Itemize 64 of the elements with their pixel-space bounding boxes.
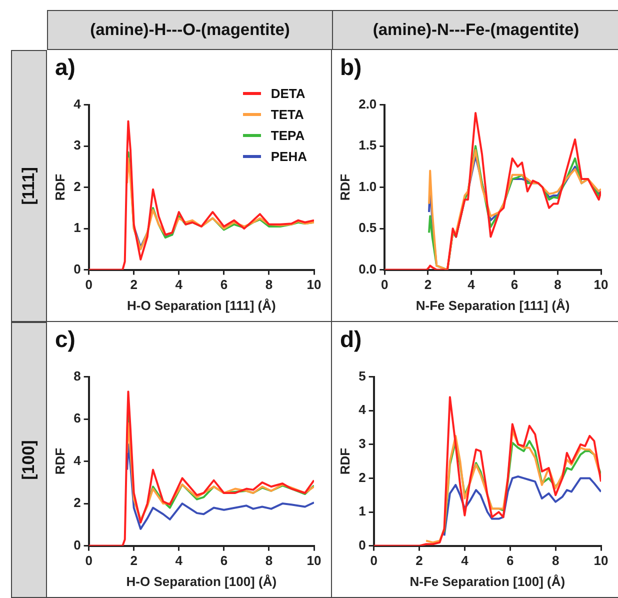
y-tick-label: 2 bbox=[74, 495, 81, 510]
x-tick-label: 10 bbox=[594, 553, 608, 568]
y-tick-label: 1.5 bbox=[358, 138, 377, 153]
y-tick-label: 3 bbox=[74, 138, 81, 153]
x-tick-label: 8 bbox=[554, 277, 562, 292]
y-tick-label: 0 bbox=[74, 537, 81, 552]
x-tick-label: 4 bbox=[175, 277, 184, 292]
y-axis-title: RDF bbox=[337, 174, 352, 201]
x-tick-label: 6 bbox=[510, 277, 518, 292]
y-tick-label: 5 bbox=[358, 368, 366, 384]
y-tick-label: 1 bbox=[74, 220, 81, 236]
y-tick-label: 4 bbox=[358, 402, 367, 418]
chart-title: a) bbox=[55, 54, 76, 81]
x-tick-label: 4 bbox=[175, 553, 184, 568]
y-tick-label: 4 bbox=[74, 452, 82, 468]
x-axis-title: H-O Separation [111] (Å) bbox=[127, 298, 276, 313]
y-tick-label: 2.0 bbox=[358, 96, 377, 112]
x-tick-label: 0 bbox=[85, 277, 92, 292]
x-tick-label: 2 bbox=[130, 277, 138, 292]
chart-title: d) bbox=[340, 326, 362, 353]
y-tick-label: 0.5 bbox=[358, 220, 377, 236]
x-tick-label: 8 bbox=[265, 553, 273, 568]
x-tick-label: 6 bbox=[220, 553, 228, 568]
y-axis-title: RDF bbox=[52, 174, 68, 201]
x-tick-label: 8 bbox=[265, 277, 273, 292]
x-tick-label: 4 bbox=[468, 277, 476, 292]
x-tick-label: 0 bbox=[85, 553, 92, 568]
x-tick-label: 6 bbox=[220, 277, 228, 292]
text: [100] bbox=[19, 440, 39, 480]
legend-label: TETA bbox=[270, 107, 304, 122]
y-tick-label: 1.0 bbox=[358, 178, 377, 194]
y-axis-title: RDF bbox=[337, 448, 352, 475]
x-tick-label: 0 bbox=[381, 277, 388, 292]
y-tick-label: 4 bbox=[74, 96, 82, 112]
legend-label: PEHA bbox=[270, 149, 307, 164]
text: (amine)-H---O-(magentite) bbox=[90, 20, 290, 40]
y-tick-label: 6 bbox=[74, 410, 81, 426]
y-tick-label: 0 bbox=[358, 537, 366, 552]
x-axis-title: N-Fe Separation [111] (Å) bbox=[416, 298, 570, 313]
y-tick-label: 2 bbox=[74, 178, 81, 194]
x-axis-title: H-O Separation [100] (Å) bbox=[126, 574, 277, 589]
x-tick-label: 10 bbox=[306, 553, 322, 568]
x-tick-label: 4 bbox=[461, 553, 470, 568]
y-axis-title: RDF bbox=[52, 448, 68, 475]
y-tick-label: 2 bbox=[358, 470, 366, 485]
text: [111] bbox=[19, 167, 39, 205]
text: (amine)-N---Fe-(magentite) bbox=[372, 20, 580, 40]
x-tick-label: 2 bbox=[130, 553, 138, 568]
chart-title: c) bbox=[55, 326, 76, 353]
y-tick-label: 0 bbox=[74, 261, 81, 276]
chart-title: b) bbox=[340, 54, 362, 81]
x-tick-label: 10 bbox=[594, 277, 608, 292]
x-axis-title: N-Fe Separation [100] (Å) bbox=[410, 574, 566, 589]
y-tick-label: 0.0 bbox=[358, 261, 377, 276]
x-tick-label: 10 bbox=[306, 277, 322, 292]
legend-label: TEPA bbox=[270, 128, 305, 143]
x-tick-label: 6 bbox=[506, 553, 514, 568]
x-tick-label: 2 bbox=[416, 553, 423, 568]
legend-label: DETA bbox=[270, 86, 306, 101]
x-tick-label: 2 bbox=[424, 277, 432, 292]
x-tick-label: 8 bbox=[552, 553, 560, 568]
y-tick-label: 1 bbox=[358, 504, 366, 519]
y-tick-label: 8 bbox=[74, 368, 81, 384]
y-tick-label: 3 bbox=[358, 436, 366, 451]
